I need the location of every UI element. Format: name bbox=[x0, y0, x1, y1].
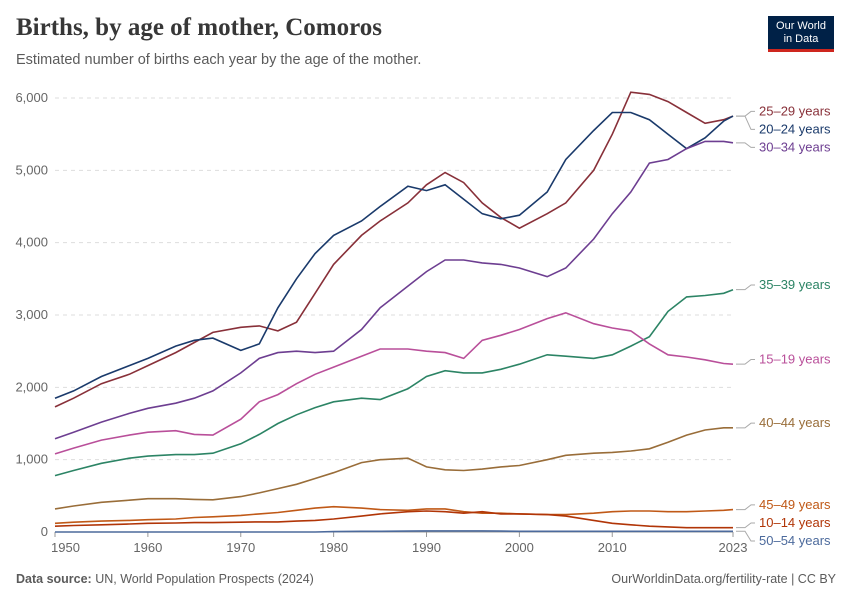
series-line bbox=[54, 140, 734, 440]
series-line bbox=[54, 111, 734, 399]
y-tick-label: 1,000 bbox=[15, 452, 48, 467]
legend-label: 45–49 years bbox=[759, 497, 831, 512]
series-line bbox=[54, 91, 734, 408]
series-line bbox=[55, 530, 733, 533]
chart-title: Births, by age of mother, Comoros bbox=[16, 14, 382, 41]
x-tick-label: 2023 bbox=[719, 540, 748, 555]
source: UN, World Population Prospects (2024) bbox=[95, 572, 314, 586]
label-leader bbox=[736, 284, 755, 291]
legend-label: 15–19 years bbox=[759, 352, 831, 367]
x-tick-label: 1960 bbox=[133, 540, 162, 555]
source-label: Data source: bbox=[16, 572, 92, 586]
legend-label: 10–14 years bbox=[759, 515, 831, 530]
legend-label: 35–39 years bbox=[759, 277, 831, 292]
series-line bbox=[54, 505, 734, 525]
x-tick-label: 2000 bbox=[505, 540, 534, 555]
logo-line: Our World bbox=[776, 20, 826, 32]
legend-label: 30–34 years bbox=[759, 139, 831, 154]
y-tick-label: 4,000 bbox=[15, 235, 48, 250]
series-line bbox=[54, 311, 734, 455]
label-leader bbox=[736, 359, 755, 365]
label-leader bbox=[736, 504, 755, 511]
y-tick-label: 5,000 bbox=[15, 162, 48, 177]
x-tick-label: 1950 bbox=[51, 540, 80, 555]
x-tick-label: 2010 bbox=[598, 540, 627, 555]
y-tick-label: 6,000 bbox=[15, 90, 48, 105]
logo-line: in Data bbox=[783, 33, 819, 45]
x-tick-label: 1990 bbox=[412, 540, 441, 555]
series-line bbox=[54, 427, 733, 510]
x-tick-label: 1970 bbox=[226, 540, 255, 555]
footer-source: Data source: UN, World Population Prospe… bbox=[16, 572, 314, 586]
x-tick-label: 1980 bbox=[319, 540, 348, 555]
legend-label: 40–44 years bbox=[759, 415, 831, 430]
label-leader bbox=[736, 530, 755, 542]
y-tick-label: 0 bbox=[41, 524, 48, 539]
y-tick-label: 2,000 bbox=[15, 379, 48, 394]
logo[interactable]: Our World in Data bbox=[768, 16, 834, 52]
label-leader bbox=[736, 142, 755, 148]
chart-subtitle: Estimated number of births each year by … bbox=[16, 52, 422, 68]
legend-label: 50–54 years bbox=[759, 533, 831, 548]
series-line bbox=[54, 510, 733, 529]
y-tick-label: 3,000 bbox=[15, 307, 48, 322]
label-leader bbox=[736, 110, 755, 117]
chart: 0 1,000 2,000 3,000 4,000 5,000 6,000 1950 1960 1… bbox=[15, 90, 831, 555]
label-leader bbox=[736, 115, 755, 130]
legend-label: 25–29 years bbox=[759, 103, 831, 118]
legend-label: 20–24 years bbox=[759, 121, 831, 136]
label-leader bbox=[736, 422, 755, 429]
footer-credit[interactable]: OurWorldinData.org/fertility-rate | CC B… bbox=[611, 572, 836, 586]
series-line bbox=[54, 288, 734, 477]
label-leader bbox=[736, 522, 755, 529]
